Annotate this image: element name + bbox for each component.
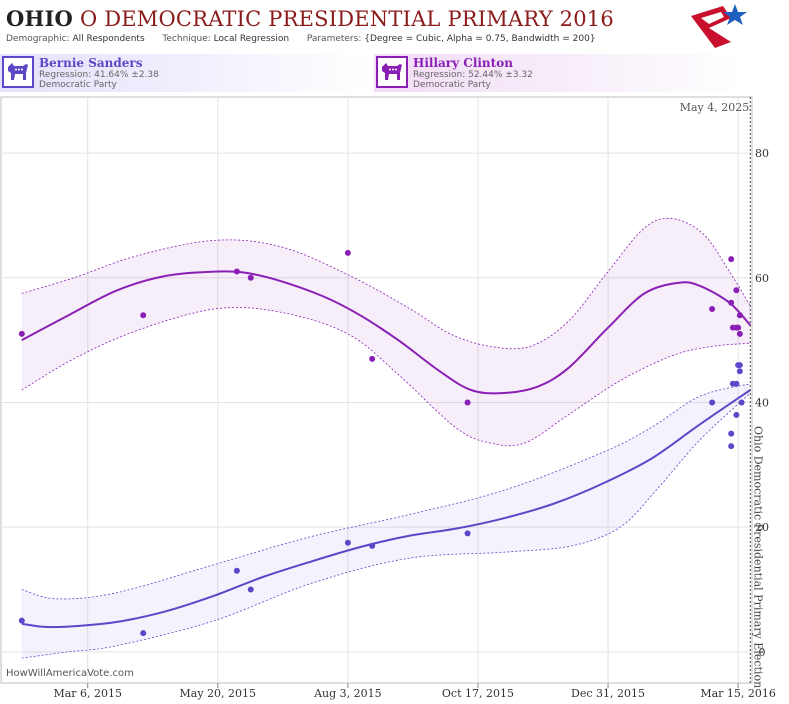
poll-point-bernie xyxy=(736,362,743,369)
poll-point-hillary xyxy=(709,305,716,312)
poll-point-bernie xyxy=(709,399,716,406)
y-tick-label: 0 xyxy=(759,646,766,659)
poll-point-hillary xyxy=(735,324,742,331)
poll-point-bernie xyxy=(728,443,735,450)
legend-item-hillary-clinton: Hillary Clinton Regression: 52.44% ±3.32… xyxy=(374,54,744,92)
donkey-icon xyxy=(2,56,34,88)
poll-point-hillary xyxy=(736,330,743,337)
lower-bound-bernie xyxy=(21,392,751,659)
y-tick-label: 40 xyxy=(755,396,769,409)
poll-point-bernie xyxy=(369,542,376,549)
poll-point-hillary xyxy=(18,330,25,337)
poll-point-bernie xyxy=(233,567,240,574)
parameter-line: Demographic: All Respondents Technique: … xyxy=(6,34,596,44)
poll-point-bernie xyxy=(728,430,735,437)
parameters-value: {Degree = Cubic, Alpha = 0.75, Bandwidth… xyxy=(364,34,596,44)
x-tick-label: May 20, 2015 xyxy=(180,687,257,700)
plot-area xyxy=(0,96,753,684)
x-tick-label: Oct 17, 2015 xyxy=(442,687,514,700)
reference-date-label: May 4, 2025 xyxy=(680,101,750,114)
x-tick-label: Dec 31, 2015 xyxy=(571,687,645,700)
technique-label: Technique: xyxy=(162,34,211,44)
poll-point-bernie xyxy=(140,630,147,637)
title-state: OHIO xyxy=(6,6,74,31)
poll-point-bernie xyxy=(733,411,740,418)
page-title: OHIO O DEMOCRATIC PRESIDENTIAL PRIMARY 2… xyxy=(6,6,614,31)
legend-item-bernie-sanders: Bernie Sanders Regression: 41.64% ±2.38 … xyxy=(0,54,370,92)
candidate-regression: Regression: 52.44% ±3.32 xyxy=(413,70,533,80)
y-tick-label: 80 xyxy=(755,147,769,160)
y-tick-label: 60 xyxy=(755,272,769,285)
poll-point-hillary xyxy=(247,274,254,281)
poll-point-hillary xyxy=(344,249,351,256)
poll-point-bernie xyxy=(344,539,351,546)
poll-point-bernie xyxy=(247,586,254,593)
lower-bound-hillary xyxy=(21,307,751,447)
y-tick-label: 20 xyxy=(755,521,769,534)
poll-point-hillary xyxy=(233,268,240,275)
upper-bound-bernie xyxy=(21,383,751,600)
technique-value: Local Regression xyxy=(213,34,290,44)
candidate-legend: Bernie Sanders Regression: 41.64% ±2.38 … xyxy=(0,54,789,94)
poll-chart: 0 20 40 60 80 Mar 6, 2015 May 20, 2015 Aug 3, 2… xyxy=(0,96,776,700)
title-rest: O DEMOCRATIC PRESIDENTIAL PRIMARY 2016 xyxy=(79,7,614,31)
watermark: HowWillAmericaVote.com xyxy=(6,668,134,679)
poll-point-hillary xyxy=(369,355,376,362)
candidate-party: Democratic Party xyxy=(413,80,491,90)
poll-point-hillary xyxy=(728,256,735,263)
x-tick-label: Aug 3, 2015 xyxy=(313,687,382,700)
x-tick-label: Mar 15, 2016 xyxy=(700,687,776,700)
poll-point-bernie xyxy=(733,380,740,387)
poll-point-hillary xyxy=(733,287,740,294)
demographic-label: Demographic: xyxy=(6,34,70,44)
candidate-regression: Regression: 41.64% ±2.38 xyxy=(39,70,159,80)
trend-line-hillary xyxy=(21,270,752,395)
poll-point-hillary xyxy=(728,299,735,306)
candidate-name: Bernie Sanders xyxy=(39,56,143,70)
poll-point-bernie xyxy=(464,530,471,537)
site-logo-icon xyxy=(691,4,747,48)
poll-point-hillary xyxy=(464,399,471,406)
poll-point-bernie xyxy=(18,617,25,624)
election-label: Ohio Democratic Presidential Primary Ele… xyxy=(751,426,764,688)
poll-point-bernie xyxy=(738,399,745,406)
x-tick-label: Mar 6, 2015 xyxy=(53,687,122,700)
poll-point-bernie xyxy=(736,368,743,375)
poll-point-hillary xyxy=(736,312,743,319)
candidate-name: Hillary Clinton xyxy=(413,56,513,70)
parameters-label: Parameters: xyxy=(306,34,362,44)
trend-line-bernie xyxy=(21,389,751,629)
chart-header: OHIO O DEMOCRATIC PRESIDENTIAL PRIMARY 2… xyxy=(0,0,789,50)
confidence-band-bernie xyxy=(21,383,751,659)
poll-point-hillary xyxy=(140,312,147,319)
donkey-icon xyxy=(376,56,408,88)
demographic-value: All Respondents xyxy=(72,34,145,44)
candidate-party: Democratic Party xyxy=(39,80,117,90)
